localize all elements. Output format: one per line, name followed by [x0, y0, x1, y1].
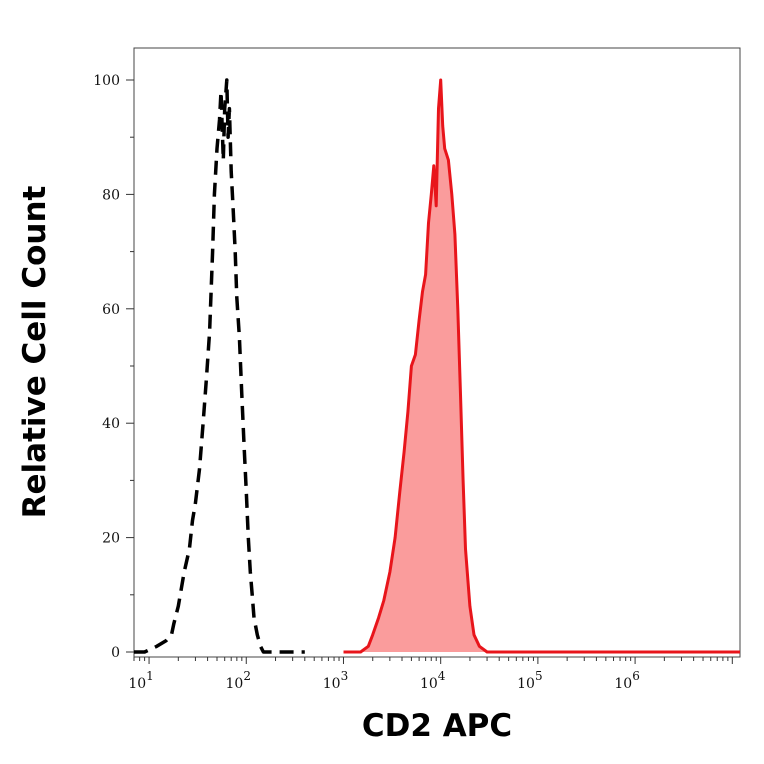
y-tick-label: 100 [93, 73, 120, 89]
series-1-line [343, 78, 740, 654]
x-axis-title: CD2 APC [362, 708, 512, 744]
x-tick-label: 105 [517, 669, 542, 692]
x-axis-ticks: 101 102 103 104 105 106 [128, 657, 733, 692]
series-0-line [134, 78, 305, 654]
y-axis-title: Relative Cell Count [17, 185, 53, 518]
plot-frame [133, 47, 741, 658]
y-axis-ticks: 0 20 40 60 80 100 [93, 73, 134, 661]
x-tick-label: 106 [614, 669, 639, 692]
x-tick-label: 101 [128, 669, 153, 692]
x-tick-label: 103 [323, 669, 348, 692]
y-tick-label: 60 [102, 302, 120, 318]
plot-area [133, 47, 741, 658]
y-tick-label: 80 [102, 187, 120, 203]
x-tick-label: 104 [420, 669, 446, 692]
y-tick-label: 40 [102, 416, 120, 432]
x-tick-label: 102 [226, 669, 251, 692]
y-tick-label: 20 [102, 531, 120, 547]
series-1-fill [343, 80, 740, 652]
y-tick-label: 0 [111, 645, 120, 661]
